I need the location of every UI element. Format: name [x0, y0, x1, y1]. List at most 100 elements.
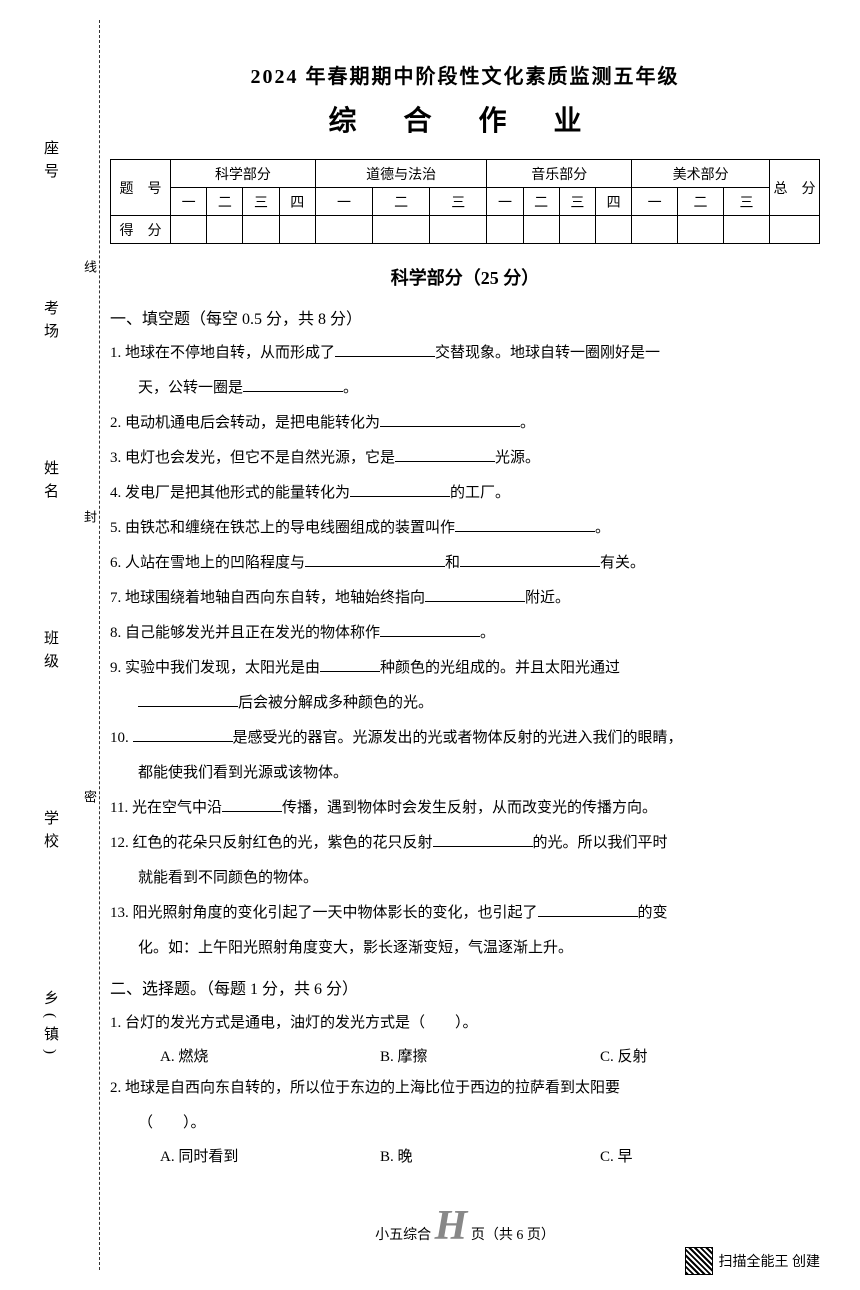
q8-text-b: 。 — [480, 625, 495, 641]
fill-q4: 4. 发电厂是把其他形式的能量转化为的工厂。 — [110, 477, 820, 510]
score-cell[interactable] — [770, 216, 820, 244]
score-cell[interactable] — [279, 216, 315, 244]
sub-cell: 四 — [595, 188, 631, 216]
score-cell[interactable] — [678, 216, 724, 244]
fill-q13-cont: 化。如：上午阳光照射角度变大，影长逐渐变短，气温逐渐上升。 — [110, 932, 820, 965]
blank[interactable] — [395, 447, 495, 462]
score-cell[interactable] — [523, 216, 559, 244]
blank[interactable] — [538, 902, 638, 917]
score-cell[interactable] — [315, 216, 372, 244]
opt-a[interactable]: A. 同时看到 — [160, 1142, 380, 1172]
choice-heading: 二、选择题。（每题 1 分，共 6 分） — [110, 975, 820, 999]
choice-q1: 1. 台灯的发光方式是通电，油灯的发光方式是（ ）。 — [110, 1007, 820, 1040]
label-school: 学校 — [40, 810, 61, 856]
score-cell[interactable] — [207, 216, 243, 244]
blank[interactable] — [243, 377, 343, 392]
q13-text-c: 化。如：上午阳光照射角度变大，影长逐渐变短，气温逐渐上升。 — [138, 940, 573, 956]
q2-text-a: 2. 电动机通电后会转动，是把电能转化为 — [110, 415, 380, 431]
label-class: 班级 — [40, 630, 61, 676]
blank[interactable] — [433, 832, 533, 847]
sub-cell: 一 — [171, 188, 207, 216]
score-cell[interactable] — [243, 216, 279, 244]
q3-text-b: 光源。 — [495, 450, 540, 466]
seal-line: 线 — [80, 260, 99, 273]
binding-margin: 座号 考场 姓名 班级 学校 乡(镇) 线 封 密 — [20, 20, 100, 1270]
q11-text-a: 11. 光在空气中沿 — [110, 800, 222, 816]
blank[interactable] — [455, 517, 595, 532]
fill-q10: 10. 是感受光的器官。光源发出的光或者物体反射的光进入我们的眼睛， — [110, 722, 820, 755]
fill-q6: 6. 人站在雪地上的凹陷程度与 和 有关。 — [110, 547, 820, 580]
sub-cell: 三 — [559, 188, 595, 216]
score-cell[interactable] — [723, 216, 769, 244]
footer-pre: 小五综合 — [375, 1228, 431, 1243]
q12-text-b: 的光。所以我们平时 — [533, 835, 668, 851]
label-room: 考场 — [40, 300, 61, 346]
score-cell[interactable] — [487, 216, 523, 244]
blank[interactable] — [335, 342, 435, 357]
fill-q11: 11. 光在空气中沿 传播，遇到物体时会发生反射，从而改变光的传播方向。 — [110, 792, 820, 825]
section-science-title: 科学部分（25 分） — [110, 264, 820, 290]
fill-q9-cont: 后会被分解成多种颜色的光。 — [110, 687, 820, 720]
blank[interactable] — [425, 587, 525, 602]
cell-morality: 道德与法治 — [315, 160, 486, 188]
blank[interactable] — [320, 657, 380, 672]
choice-q2-options: A. 同时看到 B. 晚 C. 早 — [110, 1142, 820, 1172]
score-cell[interactable] — [559, 216, 595, 244]
q13-text-a: 13. 阳光照射角度的变化引起了一天中物体影长的变化，也引起了 — [110, 905, 538, 921]
q9-text-b: 种颜色的光组成的。并且太阳光通过 — [380, 660, 620, 676]
q5-text-b: 。 — [595, 520, 610, 536]
sub-cell: 一 — [487, 188, 523, 216]
fill-q13: 13. 阳光照射角度的变化引起了一天中物体影长的变化，也引起了的变 — [110, 897, 820, 930]
sub-cell: 三 — [430, 188, 487, 216]
sub-cell: 三 — [723, 188, 769, 216]
score-cell[interactable] — [373, 216, 430, 244]
fill-q1-cont: 天，公转一圈是。 — [110, 372, 820, 405]
blank[interactable] — [133, 727, 233, 742]
fill-q8: 8. 自己能够发光并且正在发光的物体称作 。 — [110, 617, 820, 650]
q7-text-a: 7. 地球围绕着地轴自西向东自转，地轴始终指向 — [110, 590, 425, 606]
sub-title: 综 合 作 业 — [110, 99, 820, 139]
watermark-icon: H — [435, 1203, 468, 1249]
sub-cell: 二 — [373, 188, 430, 216]
q8-text-a: 8. 自己能够发光并且正在发光的物体称作 — [110, 625, 380, 641]
score-cell[interactable] — [430, 216, 487, 244]
q11-text-b: 传播，遇到物体时会发生反射，从而改变光的传播方向。 — [282, 800, 657, 816]
opt-a[interactable]: A. 燃烧 — [160, 1042, 380, 1072]
blank[interactable] — [460, 552, 600, 567]
table-header-row: 题 号 科学部分 道德与法治 音乐部分 美术部分 总 分 — [111, 160, 820, 188]
score-cell[interactable] — [171, 216, 207, 244]
q4-text-a: 4. 发电厂是把其他形式的能量转化为 — [110, 485, 350, 501]
blank[interactable] — [222, 797, 282, 812]
opt-c[interactable]: C. 早 — [600, 1142, 820, 1172]
q10-text-c: 都能使我们看到光源或该物体。 — [138, 765, 348, 781]
footer-post: 页（共 6 页） — [471, 1228, 555, 1243]
blank[interactable] — [380, 622, 480, 637]
blank[interactable] — [350, 482, 450, 497]
fill-heading: 一、填空题（每空 0.5 分，共 8 分） — [110, 305, 820, 329]
score-cell[interactable] — [632, 216, 678, 244]
q7-text-b: 附近。 — [525, 590, 570, 606]
q1-text-a: 1. 地球在不停地自转，从而形成了 — [110, 345, 335, 361]
q6-text-c: 有关。 — [600, 555, 645, 571]
blank[interactable] — [138, 692, 238, 707]
seal-feng: 封 — [80, 510, 99, 523]
main-title: 2024 年春期期中阶段性文化素质监测五年级 — [110, 60, 820, 89]
score-cell[interactable] — [595, 216, 631, 244]
opt-b[interactable]: B. 晚 — [380, 1142, 600, 1172]
q6-text-b: 和 — [445, 555, 460, 571]
q6-text-a: 6. 人站在雪地上的凹陷程度与 — [110, 555, 305, 571]
sub-cell: 三 — [243, 188, 279, 216]
exam-page: 座号 考场 姓名 班级 学校 乡(镇) 线 封 密 2024 年春期期中阶段性文… — [0, 0, 860, 1290]
label-name: 姓名 — [40, 460, 61, 506]
blank[interactable] — [305, 552, 445, 567]
cell-total: 总 分 — [770, 160, 820, 216]
blank[interactable] — [380, 412, 520, 427]
opt-c[interactable]: C. 反射 — [600, 1042, 820, 1072]
q9-text-a: 9. 实验中我们发现，太阳光是由 — [110, 660, 320, 676]
fill-q7: 7. 地球围绕着地轴自西向东自转，地轴始终指向 附近。 — [110, 582, 820, 615]
opt-b[interactable]: B. 摩擦 — [380, 1042, 600, 1072]
cell-label-score: 得 分 — [111, 216, 171, 244]
sub-cell: 一 — [632, 188, 678, 216]
q1-text-d: 。 — [343, 380, 358, 396]
fill-q10-cont: 都能使我们看到光源或该物体。 — [110, 757, 820, 790]
